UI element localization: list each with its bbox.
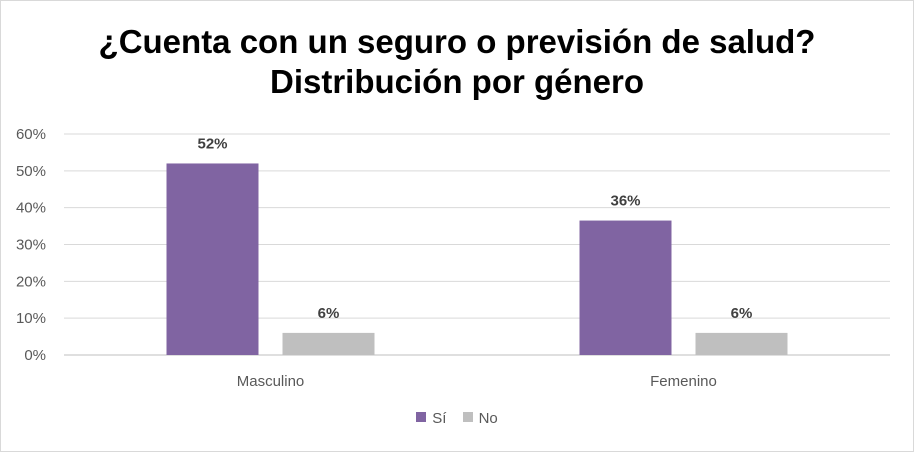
y-tick-label: 40% — [16, 200, 46, 217]
legend: Sí No — [0, 410, 914, 427]
legend-swatch-no — [462, 412, 473, 423]
bar-si-masculino — [166, 163, 259, 355]
legend-label-si: Sí — [432, 410, 447, 427]
y-tick-label: 30% — [16, 237, 46, 254]
chart-title-line-2: Distribución por género — [269, 63, 645, 100]
data-label: 6% — [731, 305, 753, 322]
bar-si-femenino — [579, 220, 672, 355]
data-label: 6% — [318, 305, 340, 322]
bar-no-masculino — [282, 332, 375, 355]
legend-label-no: No — [478, 410, 498, 427]
data-label: 36% — [610, 193, 640, 210]
y-tick-label: 50% — [16, 163, 46, 180]
chart-title-line-1: ¿Cuenta con un seguro o previsión de sal… — [98, 23, 816, 60]
x-category-label: Femenino — [650, 373, 717, 390]
y-tick-label: 20% — [16, 273, 46, 290]
x-category-label: Masculino — [237, 373, 305, 390]
chart-title: ¿Cuenta con un seguro o previsión de sal… — [0, 22, 914, 102]
y-tick-label: 0% — [24, 347, 46, 364]
data-label: 52% — [197, 135, 227, 152]
legend-swatch-si — [416, 412, 427, 423]
bar-no-femenino — [695, 332, 788, 355]
legend-item-si: Sí — [416, 410, 446, 427]
y-tick-label: 60% — [16, 126, 46, 143]
legend-item-no: No — [462, 410, 498, 427]
y-tick-label: 10% — [16, 310, 46, 327]
